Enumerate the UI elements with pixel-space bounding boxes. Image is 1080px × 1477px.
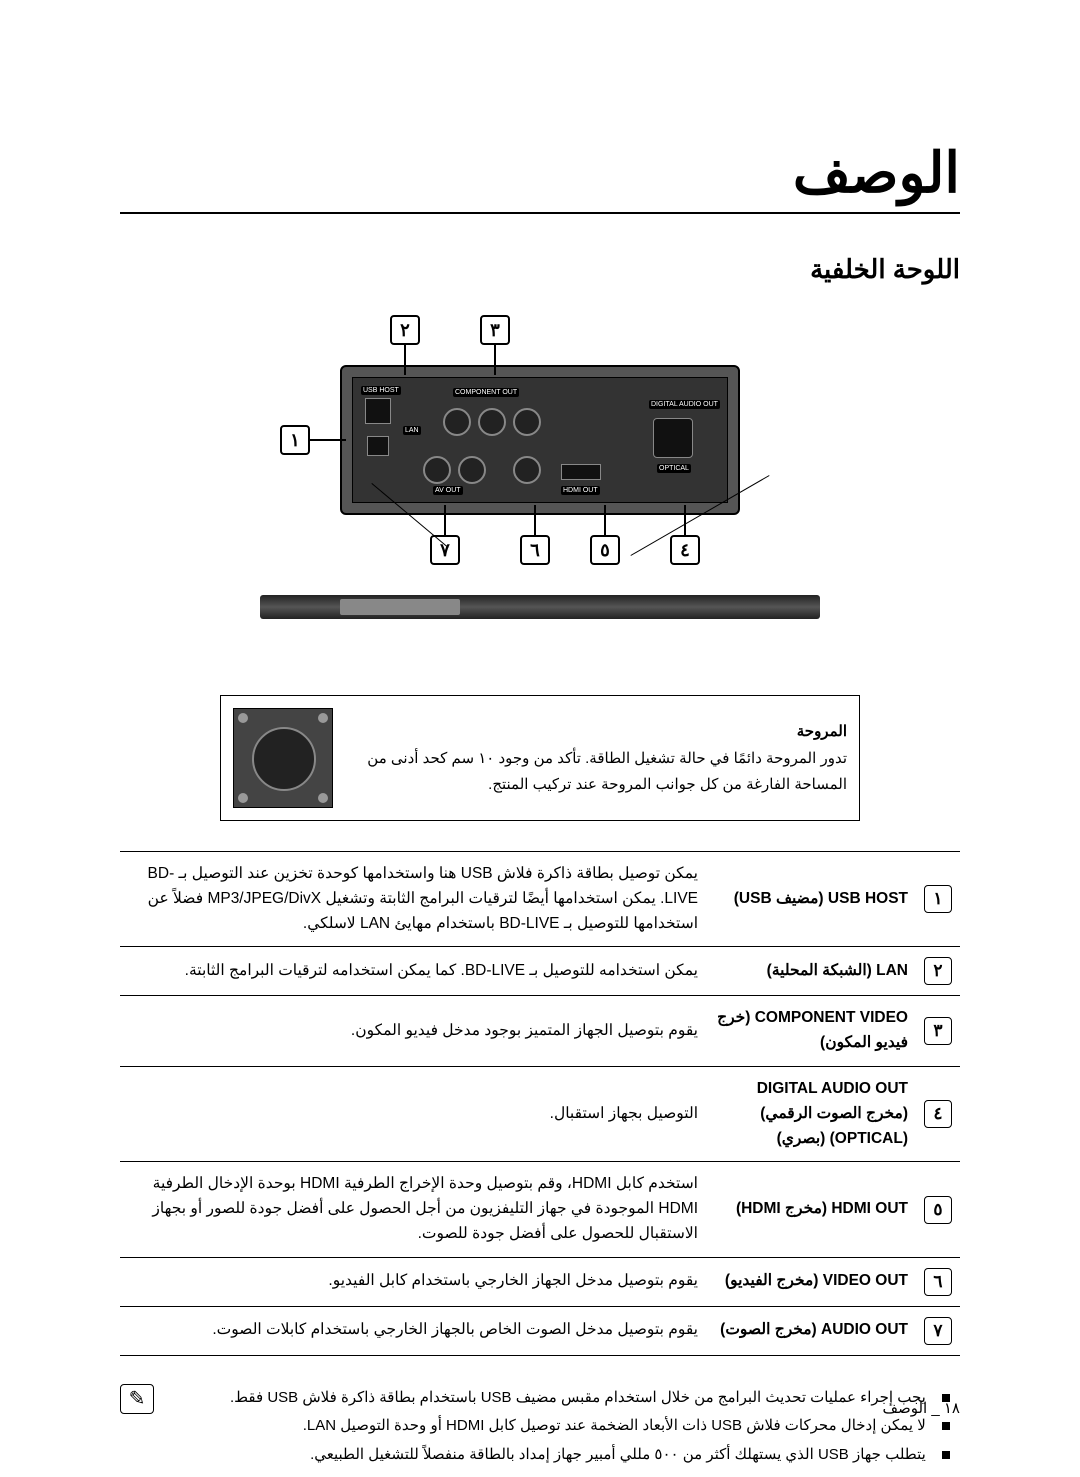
callout-7: ٧ bbox=[430, 535, 460, 565]
table-row: ٢LAN (الشبكة المحلية)يمكن استخدامه للتوص… bbox=[120, 947, 960, 996]
callout-6: ٦ bbox=[520, 535, 550, 565]
port-label-digital: DIGITAL AUDIO OUT bbox=[649, 400, 720, 409]
row-desc: يمكن استخدامه للتوصيل بـ BD-LIVE. كما يم… bbox=[120, 947, 706, 996]
table-row: ١USB HOST (مضيف USB)يمكن توصيل بطاقة ذاك… bbox=[120, 852, 960, 947]
port-label-component: COMPONENT OUT bbox=[453, 388, 519, 397]
note-item: يجب إجراء عمليات تحديث البرامج من خلال ا… bbox=[168, 1384, 950, 1413]
row-index: ٦ bbox=[916, 1257, 960, 1306]
page-title: الوصف bbox=[120, 140, 960, 214]
row-desc: يقوم بتوصيل مدخل الجهاز الخارجي باستخدام… bbox=[120, 1257, 706, 1306]
row-index: ٧ bbox=[916, 1306, 960, 1355]
section-title: اللوحة الخلفية bbox=[120, 254, 960, 285]
row-index: ٣ bbox=[916, 996, 960, 1067]
row-label: AUDIO OUT (مخرج الصوت) bbox=[706, 1306, 916, 1355]
note-item: لا يمكن إدخال محركات فلاش USB ذات الأبعا… bbox=[168, 1412, 950, 1441]
callout-3: ٣ bbox=[480, 315, 510, 345]
table-row: ٦VIDEO OUT (مخرج الفيديو)يقوم بتوصيل مدخ… bbox=[120, 1257, 960, 1306]
port-label-optical: OPTICAL bbox=[657, 464, 691, 473]
notes-list: يجب إجراء عمليات تحديث البرامج من خلال ا… bbox=[168, 1384, 950, 1470]
fan-note-body: تدور المروحة دائمًا في حالة تشغيل الطاقة… bbox=[351, 746, 847, 797]
fan-image bbox=[233, 708, 333, 808]
device-side-view bbox=[260, 595, 820, 619]
row-desc: استخدم كابل HDMI، وقم بتوصيل وحدة الإخرا… bbox=[120, 1162, 706, 1257]
row-label: DIGITAL AUDIO OUT (مخرج الصوت الرقمي) (O… bbox=[706, 1066, 916, 1161]
callout-5: ٥ bbox=[590, 535, 620, 565]
row-index: ٤ bbox=[916, 1066, 960, 1161]
row-label: LAN (الشبكة المحلية) bbox=[706, 947, 916, 996]
table-row: ٧AUDIO OUT (مخرج الصوت)يقوم بتوصيل مدخل … bbox=[120, 1306, 960, 1355]
table-row: ٤DIGITAL AUDIO OUT (مخرج الصوت الرقمي) (… bbox=[120, 1066, 960, 1161]
rear-panel-diagram: USB HOST LAN COMPONENT OUT AV OUT HDMI O… bbox=[220, 305, 860, 665]
port-label-lan: LAN bbox=[403, 426, 421, 435]
row-desc: يقوم بتوصيل الجهاز المتميز بوجود مدخل في… bbox=[120, 996, 706, 1067]
port-label-avout: AV OUT bbox=[433, 486, 463, 495]
page-footer: ١٨ _ الوصف bbox=[882, 1399, 960, 1417]
row-index: ٥ bbox=[916, 1162, 960, 1257]
row-label: USB HOST (مضيف USB) bbox=[706, 852, 916, 947]
note-item: يتطلب جهاز USB الذي يستهلك أكثر من ٥٠٠ م… bbox=[168, 1441, 950, 1470]
row-desc: يقوم بتوصيل مدخل الصوت الخاص بالجهاز الخ… bbox=[120, 1306, 706, 1355]
port-label-usb: USB HOST bbox=[361, 386, 401, 395]
note-icon: ✎ bbox=[120, 1384, 154, 1414]
callout-1: ١ bbox=[280, 425, 310, 455]
callout-4: ٤ bbox=[670, 535, 700, 565]
row-label: VIDEO OUT (مخرج الفيديو) bbox=[706, 1257, 916, 1306]
row-label: COMPONENT VIDEO (خرج فيديو المكون) bbox=[706, 996, 916, 1067]
ports-table: ١USB HOST (مضيف USB)يمكن توصيل بطاقة ذاك… bbox=[120, 851, 960, 1356]
fan-note-box: المروحة تدور المروحة دائمًا في حالة تشغي… bbox=[220, 695, 860, 821]
row-label: HDMI OUT (مخرج HDMI) bbox=[706, 1162, 916, 1257]
device-panel: USB HOST LAN COMPONENT OUT AV OUT HDMI O… bbox=[340, 365, 740, 515]
table-row: ٥HDMI OUT (مخرج HDMI)استخدم كابل HDMI، و… bbox=[120, 1162, 960, 1257]
notes-block: يجب إجراء عمليات تحديث البرامج من خلال ا… bbox=[120, 1384, 960, 1470]
row-desc: التوصيل بجهاز استقبال. bbox=[120, 1066, 706, 1161]
row-index: ٢ bbox=[916, 947, 960, 996]
table-row: ٣COMPONENT VIDEO (خرج فيديو المكون)يقوم … bbox=[120, 996, 960, 1067]
callout-2: ٢ bbox=[390, 315, 420, 345]
row-desc: يمكن توصيل بطاقة ذاكرة فلاش USB هنا واست… bbox=[120, 852, 706, 947]
fan-note-title: المروحة bbox=[351, 719, 847, 745]
row-index: ١ bbox=[916, 852, 960, 947]
port-label-hdmi: HDMI OUT bbox=[561, 486, 600, 495]
